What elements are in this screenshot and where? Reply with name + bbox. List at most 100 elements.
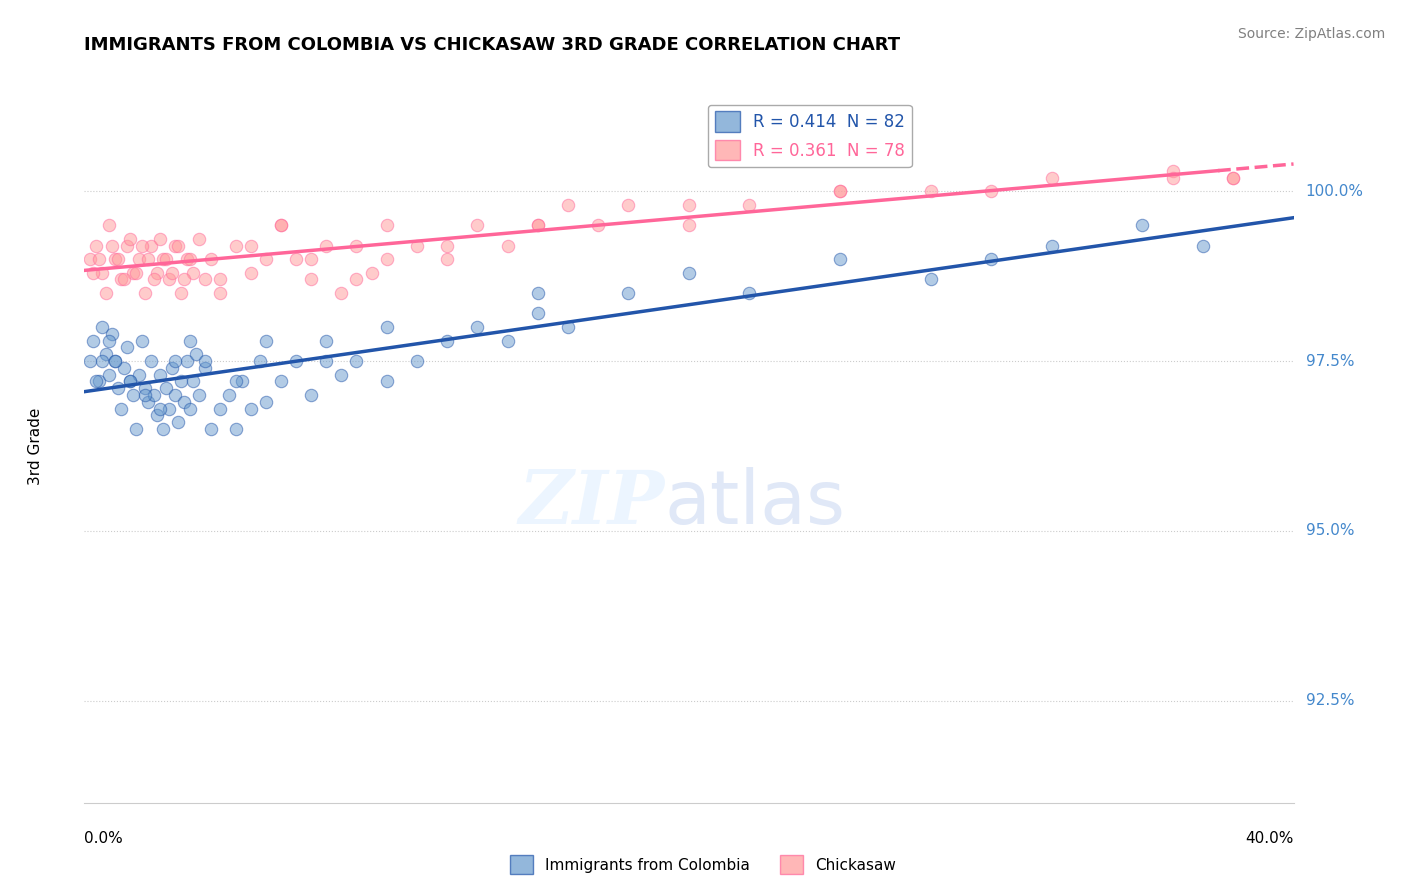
Point <box>170 286 193 301</box>
Point <box>315 334 337 348</box>
Point <box>155 252 177 266</box>
Point <box>110 401 132 416</box>
Point <box>82 266 104 280</box>
Point <box>1040 170 1063 185</box>
Point <box>284 252 308 266</box>
Point <box>188 388 211 402</box>
Point <box>467 320 489 334</box>
Point <box>107 381 129 395</box>
Point <box>249 354 271 368</box>
Point <box>360 266 382 280</box>
Point <box>188 232 211 246</box>
Point <box>527 306 550 320</box>
Point <box>1222 170 1244 185</box>
Point <box>315 354 337 368</box>
Point <box>167 415 190 429</box>
Point <box>330 286 353 301</box>
Point <box>86 238 108 252</box>
Point <box>104 354 127 368</box>
Text: 97.5%: 97.5% <box>1306 353 1354 368</box>
Point <box>149 232 172 246</box>
Text: ZIP: ZIP <box>519 467 665 540</box>
Point <box>134 381 156 395</box>
Point <box>557 320 579 334</box>
Point <box>167 238 190 252</box>
Point <box>160 360 183 375</box>
Point <box>270 375 292 389</box>
Point <box>125 422 148 436</box>
Point <box>830 252 852 266</box>
Point <box>82 334 104 348</box>
Point <box>91 354 114 368</box>
Point <box>284 354 308 368</box>
Point <box>125 266 148 280</box>
Point <box>131 334 153 348</box>
Point <box>346 354 368 368</box>
Point <box>165 238 187 252</box>
Point <box>89 375 111 389</box>
Point <box>131 238 153 252</box>
Point <box>209 401 232 416</box>
Point <box>146 409 169 423</box>
Point <box>121 266 143 280</box>
Point <box>920 184 942 198</box>
Point <box>239 238 262 252</box>
Point <box>160 266 183 280</box>
Point <box>173 272 195 286</box>
Point <box>254 394 277 409</box>
Point <box>139 354 162 368</box>
Point <box>496 334 519 348</box>
Text: 0.0%: 0.0% <box>84 831 124 847</box>
Text: 100.0%: 100.0% <box>1306 184 1364 199</box>
Point <box>830 184 852 198</box>
Point <box>118 375 141 389</box>
Point <box>375 252 398 266</box>
Point <box>920 272 942 286</box>
Point <box>1192 238 1215 252</box>
Point <box>200 252 222 266</box>
Point <box>165 354 187 368</box>
Point <box>181 266 204 280</box>
Point <box>100 326 122 341</box>
Point <box>209 272 232 286</box>
Point <box>115 238 138 252</box>
Point <box>136 394 159 409</box>
Text: 40.0%: 40.0% <box>1246 831 1294 847</box>
Point <box>1161 163 1184 178</box>
Point <box>194 354 217 368</box>
Text: 3rd Grade: 3rd Grade <box>28 408 44 484</box>
Point <box>225 422 247 436</box>
Point <box>738 286 761 301</box>
Point <box>139 238 162 252</box>
Point <box>176 354 198 368</box>
Point <box>239 401 262 416</box>
Point <box>1130 218 1153 232</box>
Point <box>346 272 368 286</box>
Point <box>299 272 322 286</box>
Point <box>91 266 114 280</box>
Point <box>1161 170 1184 185</box>
Point <box>980 184 1002 198</box>
Point <box>179 334 201 348</box>
Point <box>194 272 217 286</box>
Text: atlas: atlas <box>665 467 846 540</box>
Point <box>149 401 172 416</box>
Point <box>104 354 127 368</box>
Point <box>346 238 368 252</box>
Point <box>467 218 489 232</box>
Point <box>406 354 429 368</box>
Point <box>179 252 201 266</box>
Point <box>436 252 458 266</box>
Text: IMMIGRANTS FROM COLOMBIA VS CHICKASAW 3RD GRADE CORRELATION CHART: IMMIGRANTS FROM COLOMBIA VS CHICKASAW 3R… <box>84 36 900 54</box>
Point <box>134 286 156 301</box>
Point <box>588 218 610 232</box>
Point <box>270 218 292 232</box>
Point <box>218 388 240 402</box>
Point <box>980 252 1002 266</box>
Point <box>527 218 550 232</box>
Point <box>527 286 550 301</box>
Point <box>173 394 195 409</box>
Point <box>200 422 222 436</box>
Point <box>738 198 761 212</box>
Point <box>179 401 201 416</box>
